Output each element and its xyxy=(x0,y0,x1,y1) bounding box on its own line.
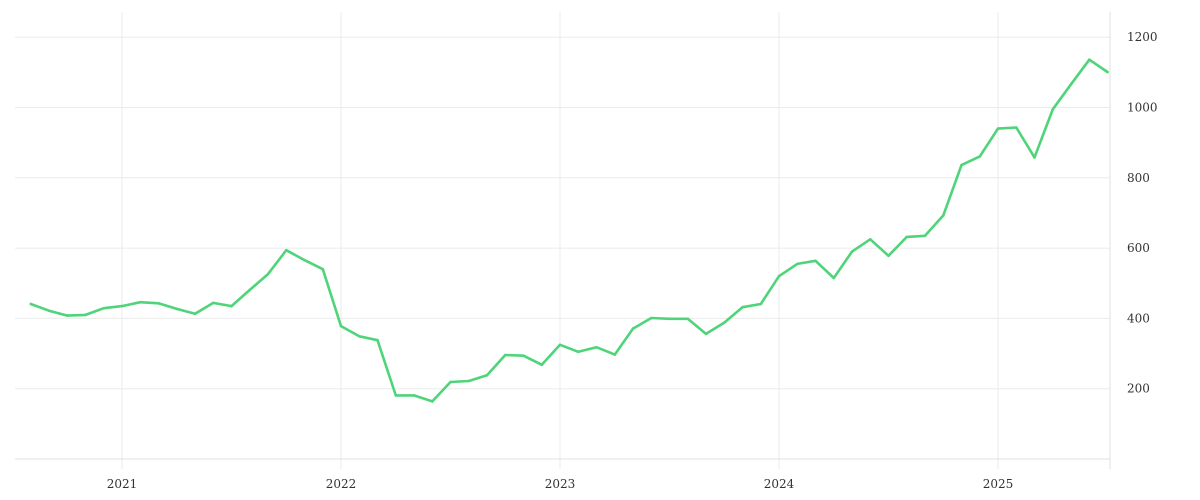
data-point xyxy=(558,343,562,347)
y-tick-label: 600 xyxy=(1127,241,1150,255)
y-tick-label: 800 xyxy=(1127,171,1150,185)
data-point xyxy=(686,317,690,321)
data-point xyxy=(1051,108,1055,111)
data-point xyxy=(285,248,288,252)
data-point xyxy=(139,300,142,304)
data-point xyxy=(84,313,87,317)
x-tick-label: 2025 xyxy=(983,477,1014,491)
data-point xyxy=(1069,83,1073,86)
y-tick-label: 200 xyxy=(1127,382,1150,396)
data-point xyxy=(650,316,653,320)
data-point xyxy=(960,163,963,167)
data-point xyxy=(120,304,124,308)
data-point xyxy=(887,254,890,258)
tick-labels: 200 400 600 800 1000 1200 2021 2022 2023 2024 2025 xyxy=(107,30,1158,491)
data-point xyxy=(467,379,471,383)
data-point xyxy=(175,307,179,311)
data-point xyxy=(723,321,726,324)
data-point xyxy=(376,338,379,342)
data-point xyxy=(29,302,33,306)
data-point xyxy=(759,302,763,306)
y-tick-label: 1200 xyxy=(1127,30,1158,44)
data-point xyxy=(66,314,69,317)
data-point xyxy=(394,394,398,397)
data-point xyxy=(978,155,982,158)
data-point xyxy=(504,353,507,357)
x-tick-label: 2024 xyxy=(764,477,795,491)
data-point xyxy=(102,306,106,310)
series-layer xyxy=(29,58,1109,403)
data-point xyxy=(358,335,361,338)
data-point xyxy=(577,350,580,354)
y-tick-label: 1000 xyxy=(1127,101,1158,115)
grid xyxy=(15,12,1110,469)
data-point xyxy=(1033,156,1036,159)
y-tick-label: 400 xyxy=(1127,311,1150,325)
data-point xyxy=(485,374,489,377)
data-point xyxy=(942,214,945,217)
data-point xyxy=(996,127,1000,130)
data-point xyxy=(777,274,781,278)
data-point xyxy=(266,272,270,276)
data-point xyxy=(449,380,452,384)
data-point xyxy=(303,258,306,262)
data-point xyxy=(796,262,799,266)
data-point xyxy=(1106,70,1109,74)
data-point xyxy=(832,276,836,280)
data-point xyxy=(631,327,635,330)
data-point xyxy=(850,250,854,253)
series-line-0 xyxy=(29,58,1109,403)
data-point xyxy=(540,363,544,367)
data-point xyxy=(412,394,416,397)
data-point xyxy=(923,234,927,238)
data-point xyxy=(157,302,160,305)
data-point xyxy=(704,332,708,336)
data-point xyxy=(431,400,434,403)
data-point xyxy=(47,309,51,313)
data-point xyxy=(595,345,598,349)
data-point xyxy=(668,317,671,321)
data-point xyxy=(248,288,252,292)
data-point xyxy=(193,312,197,316)
data-point xyxy=(905,235,909,239)
data-point xyxy=(1088,58,1091,61)
data-point xyxy=(321,267,325,271)
data-point xyxy=(230,304,233,308)
x-tick-label: 2023 xyxy=(545,477,576,491)
data-point xyxy=(212,301,215,305)
data-point xyxy=(613,353,617,356)
axes xyxy=(15,12,1111,469)
data-point xyxy=(339,324,343,328)
x-tick-label: 2021 xyxy=(107,477,138,491)
x-tick-label: 2022 xyxy=(326,477,357,491)
data-point xyxy=(1015,126,1018,129)
data-point xyxy=(814,259,817,263)
data-point xyxy=(741,305,744,309)
data-point xyxy=(869,238,872,241)
data-point xyxy=(522,354,525,358)
